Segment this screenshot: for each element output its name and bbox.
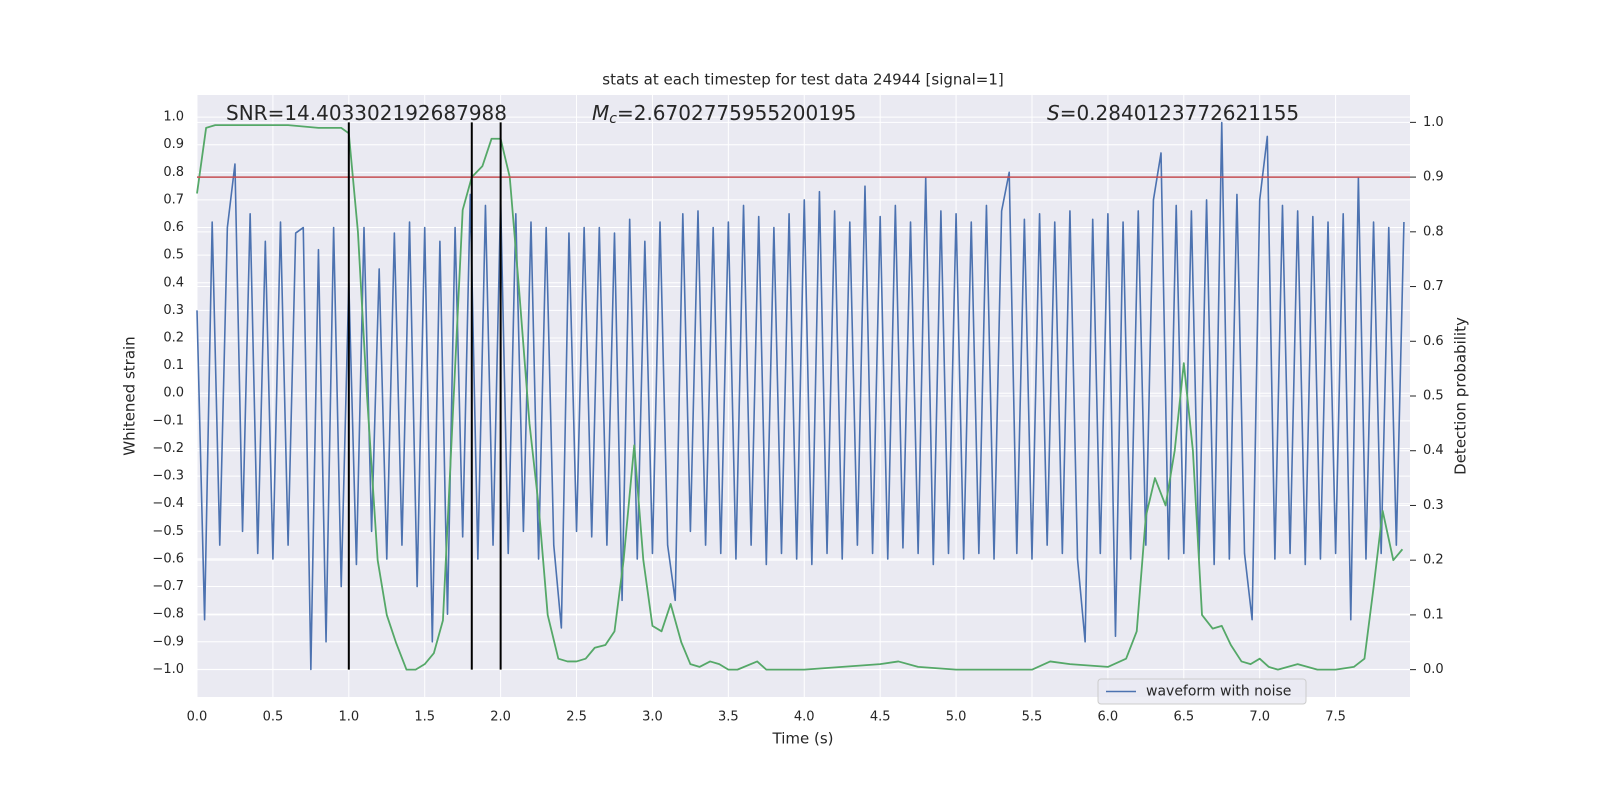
- x-axis-label: Time (s): [772, 730, 834, 748]
- y2-tick-label: 0.6: [1423, 334, 1444, 349]
- x-tick-label: 5.5: [1022, 710, 1043, 725]
- y-tick-label: −1.0: [152, 662, 184, 677]
- annotation-text: =14.403302192687988: [268, 101, 507, 125]
- y2-tick-label: 0.4: [1423, 443, 1444, 458]
- y-tick-label: 1.0: [163, 110, 184, 125]
- y2-tick-label: 0.2: [1423, 553, 1444, 568]
- annotation: Mc=2.6702775955200195: [592, 101, 856, 128]
- y-tick-label: 0.1: [163, 358, 184, 373]
- y-tick-label: 0.9: [163, 137, 184, 152]
- y-tick-label: 0.7: [163, 192, 184, 207]
- y2-tick-label: 0.3: [1423, 498, 1444, 513]
- x-tick-label: 2.5: [566, 710, 587, 725]
- y-tick-label: 0.2: [163, 331, 184, 346]
- y2-tick-label: 0.8: [1423, 224, 1444, 239]
- marks: [196, 121, 1410, 671]
- annotation-text: =0.2840123772621155: [1060, 101, 1299, 125]
- x-tick-label: 7.0: [1249, 710, 1270, 725]
- y2-tick-label: 1.0: [1423, 115, 1444, 130]
- y-tick-label: 0.6: [163, 220, 184, 235]
- legend-label: waveform with noise: [1146, 684, 1291, 700]
- y2-axis-label: Detection probability: [1452, 317, 1470, 475]
- y-tick-label: −0.1: [152, 413, 184, 428]
- y-tick-label: −0.5: [152, 524, 184, 539]
- waveform-line: [196, 121, 1405, 671]
- x-tick-label: 2.0: [490, 710, 511, 725]
- x-tick-label: 7.5: [1325, 710, 1346, 725]
- x-tick-label: 6.0: [1098, 710, 1119, 725]
- x-tick-label: 6.5: [1173, 710, 1194, 725]
- y-tick-label: −0.4: [152, 496, 184, 511]
- y2-tick-label: 0.0: [1423, 662, 1444, 677]
- annotation-text: =2.6702775955200195: [617, 101, 856, 125]
- y2-tick-label: 0.9: [1423, 170, 1444, 185]
- y-tick-label: 0.8: [163, 165, 184, 180]
- x-tick-label: 3.5: [718, 710, 739, 725]
- x-tick-label: 0.5: [263, 710, 284, 725]
- y2-tick-label: 0.5: [1423, 389, 1444, 404]
- x-tick-label: 1.0: [338, 710, 359, 725]
- y-tick-label: 0.0: [163, 386, 184, 401]
- y-tick-label: −0.3: [152, 469, 184, 484]
- labels: 0.0 0.5 1.0 1.5 2.0 2.5 3.0 3.5 4.0 4.5 5.0 5.5 6.0 6…: [152, 101, 1443, 725]
- x-tick-label: 3.0: [642, 710, 663, 725]
- x-tick-label: 0.0: [187, 710, 208, 725]
- y-tick-label: −0.2: [152, 441, 184, 456]
- y-tick-label: 0.5: [163, 248, 184, 263]
- y2-tick-label: 0.1: [1423, 607, 1444, 622]
- annotation-symbol: SNR: [226, 101, 268, 125]
- x-tick-label: 1.5: [414, 710, 435, 725]
- y-tick-label: 0.3: [163, 303, 184, 318]
- x-tick-label: 4.0: [794, 710, 815, 725]
- y2-tick-label: 0.7: [1423, 279, 1444, 294]
- chart-title: stats at each timestep for test data 249…: [602, 71, 1003, 89]
- y-tick-label: 0.4: [163, 275, 184, 290]
- y-tick-label: −0.8: [152, 607, 184, 622]
- x-tick-label: 5.0: [946, 710, 967, 725]
- annotation: S=0.2840123772621155: [1047, 101, 1299, 125]
- y-tick-label: −0.6: [152, 551, 184, 566]
- x-tick-label: 4.5: [870, 710, 891, 725]
- y-tick-label: −0.7: [152, 579, 184, 594]
- annotation-symbol: S: [1047, 101, 1060, 125]
- annotation-symbol: M: [592, 101, 609, 125]
- legend-box: [1097, 678, 1307, 705]
- annotation: SNR=14.403302192687988: [226, 101, 507, 125]
- probability-line: [196, 124, 1404, 671]
- y-tick-label: −0.9: [152, 634, 184, 649]
- annotation-subscript: c: [609, 111, 617, 127]
- y-axis-label: Whitened strain: [121, 336, 139, 455]
